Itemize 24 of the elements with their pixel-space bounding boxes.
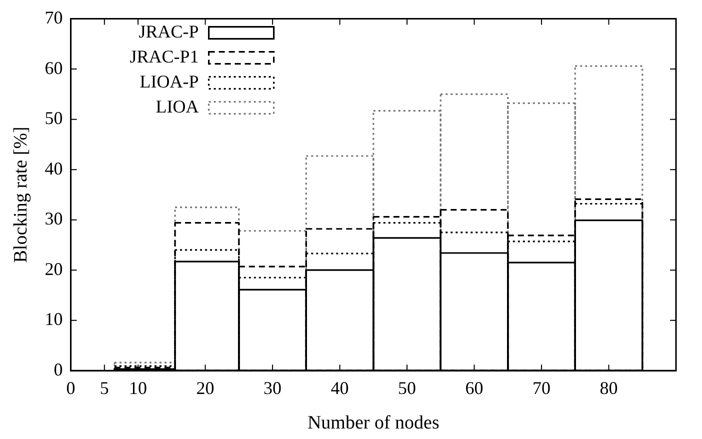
- legend-label: LIOA-P: [140, 72, 199, 92]
- y-tick-label: 50: [44, 108, 63, 128]
- x-tick-label: 40: [330, 378, 349, 398]
- y-tick-label: 0: [54, 359, 63, 380]
- x-axis-title: Number of nodes: [307, 412, 440, 434]
- x-tick-label: 60: [465, 378, 484, 398]
- legend-label: JRAC-P1: [130, 46, 199, 67]
- y-tick-label: 70: [44, 8, 63, 28]
- legend-label: LIOA: [156, 96, 199, 117]
- x-tick-label: 30: [264, 378, 282, 398]
- y-tick-label: 40: [44, 158, 63, 178]
- x-tick-label: 80: [600, 378, 618, 398]
- y-tick-label: 10: [44, 309, 63, 330]
- legend-label: JRAC-P: [138, 22, 199, 42]
- x-tick-label: 20: [196, 378, 214, 398]
- x-tick-label: 0: [66, 378, 76, 398]
- y-tick-label: 20: [44, 258, 63, 279]
- y-tick-label: 60: [44, 58, 63, 78]
- x-tick-label: 50: [398, 378, 416, 398]
- y-tick-label: 30: [44, 208, 63, 229]
- x-tick-label: 10: [129, 378, 148, 398]
- x-tick-label: 5: [100, 378, 109, 398]
- x-tick-label: 70: [532, 378, 551, 398]
- y-axis-title: Blocking rate [%]: [10, 126, 32, 263]
